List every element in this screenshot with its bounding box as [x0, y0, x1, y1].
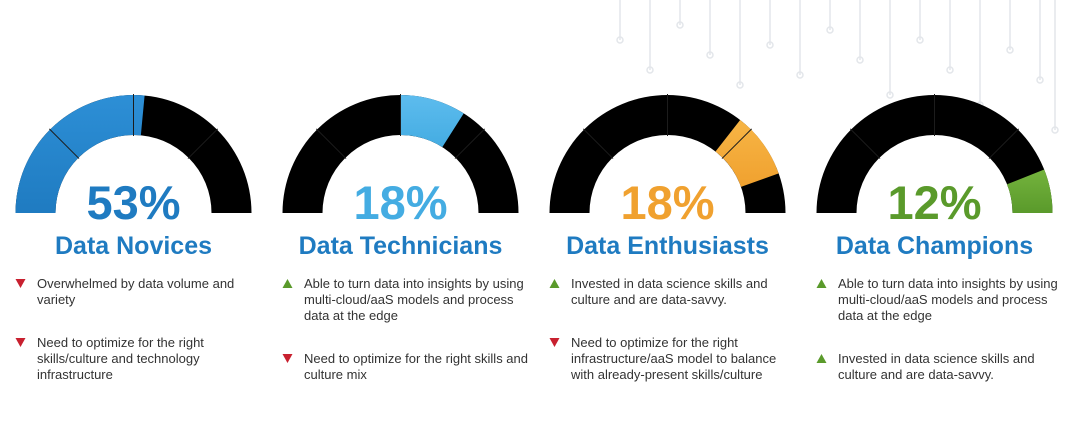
segment-title: Data Enthusiasts [566, 232, 769, 260]
gauge-chart [549, 94, 786, 213]
down-triangle-icon [15, 337, 26, 348]
percentage-value: 18% [620, 176, 715, 229]
bullet-text: Need to optimize for the right infrastru… [571, 335, 777, 382]
up-triangle-icon [549, 278, 560, 289]
bullet-text: Need to optimize for the right skills/cu… [37, 335, 204, 382]
segment-card: 53% Data Novices Overwhelmed by data volum… [0, 0, 267, 421]
circuit-node [826, 26, 834, 34]
down-triangle-icon [549, 337, 560, 348]
gauge-fill [715, 120, 779, 187]
circuit-node [616, 36, 624, 44]
segment-title: Data Novices [54, 232, 213, 260]
segment-card: 18% Data Enthusiasts Invested in data scie… [534, 0, 801, 421]
circuit-node [856, 56, 864, 64]
bullet-list: Overwhelmed by data volume and variety Ne… [0, 276, 267, 410]
bullet-list: Invested in data science skills and cult… [534, 276, 801, 410]
gauge-divider [583, 128, 614, 159]
bullet-text: Overwhelmed by data volume and variety [37, 276, 235, 307]
circuit-node [796, 71, 804, 79]
bullet-item: Need to optimize for the right infrastru… [534, 335, 801, 383]
segment-title: Data Champions [835, 232, 1034, 260]
bullet-item: Able to turn data into insights by using… [267, 276, 534, 324]
up-triangle-icon [816, 278, 827, 289]
bullet-item: Need to optimize for the right skills/cu… [0, 335, 267, 383]
up-triangle-icon [282, 278, 293, 289]
bullet-text: Able to turn data into insights by using… [304, 276, 524, 323]
segment-title: Data Technicians [298, 232, 503, 260]
gauge-track [816, 94, 1053, 213]
circuit-node [1036, 76, 1044, 84]
percentage-value: 18% [353, 176, 448, 229]
gauge-divider [850, 128, 881, 159]
gauge-fill [15, 95, 145, 213]
bullet-text: Able to turn data into insights by using… [838, 276, 1058, 323]
circuit-node [766, 41, 774, 49]
bullet-item: Overwhelmed by data volume and variety [0, 276, 267, 308]
gauge-divider [721, 128, 752, 159]
segment-card: 12% Data Champions Able to turn data into … [801, 0, 1068, 421]
percentage-value: 12% [887, 176, 982, 229]
gauge-divider [49, 128, 80, 159]
gauge-fill [400, 95, 464, 148]
circuit-node [1051, 126, 1059, 134]
bullet-text: Invested in data science skills and cult… [571, 276, 768, 307]
gauge-divider [187, 128, 218, 159]
segment-card: 18% Data Technicians Able to turn data int… [267, 0, 534, 421]
bullet-item: Need to optimize for the right skills an… [267, 351, 534, 383]
circuit-node [706, 51, 714, 59]
circuit-node [946, 66, 954, 74]
circuit-node [736, 81, 744, 89]
gauge-chart [282, 94, 519, 213]
gauge-divider [316, 128, 347, 159]
circuit-node [646, 66, 654, 74]
percentage-value: 53% [86, 176, 181, 229]
bullet-item: Invested in data science skills and cult… [534, 276, 801, 308]
gauge-fill [1007, 169, 1053, 213]
circuit-node [676, 21, 684, 29]
bullet-list: Able to turn data into insights by using… [267, 276, 534, 410]
gauge-chart [15, 94, 252, 213]
gauge-track [549, 94, 786, 213]
gauge-divider [988, 128, 1019, 159]
down-triangle-icon [15, 278, 26, 289]
bullet-list: Able to turn data into insights by using… [801, 276, 1068, 410]
circuit-node [886, 91, 894, 99]
bullet-item: Invested in data science skills and cult… [801, 351, 1068, 383]
bullet-text: Need to optimize for the right skills an… [304, 351, 528, 382]
bullet-text: Invested in data science skills and cult… [838, 351, 1035, 382]
down-triangle-icon [282, 353, 293, 364]
circuit-node [916, 36, 924, 44]
bullet-item: Able to turn data into insights by using… [801, 276, 1068, 324]
gauge-divider [454, 128, 485, 159]
gauge-chart [816, 94, 1053, 213]
gauge-track [282, 94, 519, 213]
up-triangle-icon [816, 353, 827, 364]
circuit-node [1006, 46, 1014, 54]
